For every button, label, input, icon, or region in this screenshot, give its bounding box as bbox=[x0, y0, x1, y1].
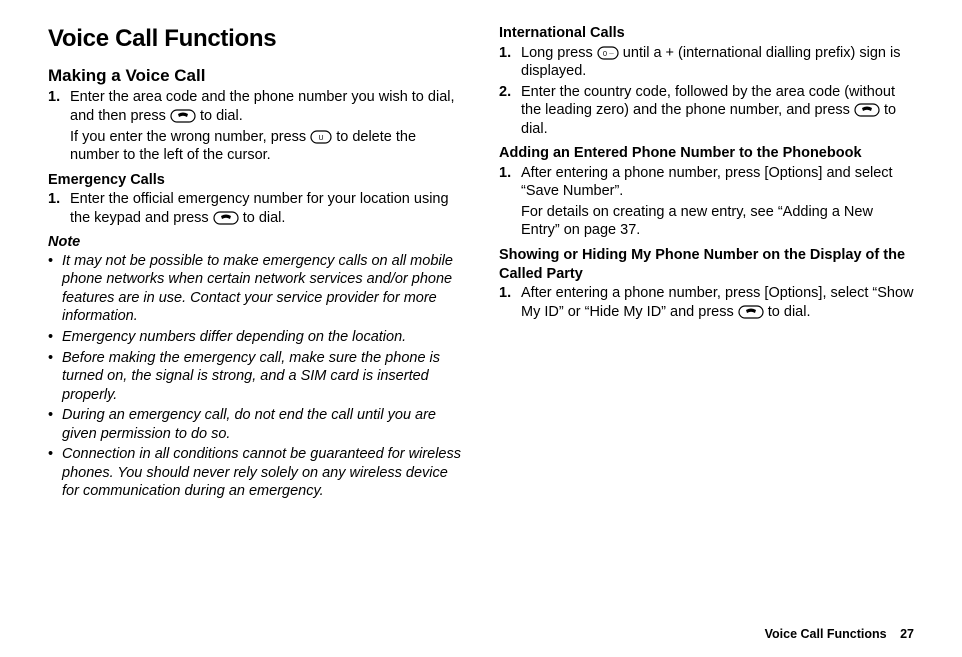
list-item: •It may not be possible to make emergenc… bbox=[48, 252, 463, 326]
note-label: Note bbox=[48, 233, 463, 252]
list-item: 1. Enter the area code and the phone num… bbox=[48, 88, 463, 164]
call-key-icon bbox=[738, 305, 764, 319]
text: to dial. bbox=[196, 108, 243, 124]
call-key-icon bbox=[213, 211, 239, 225]
text: Enter the country code, followed by the … bbox=[521, 84, 895, 119]
footer-page-number: 27 bbox=[900, 627, 914, 641]
show-hide-steps: 1. After entering a phone number, press … bbox=[499, 284, 914, 321]
list-item: 1. After entering a phone number, press … bbox=[499, 284, 914, 321]
text: After entering a phone number, press [Op… bbox=[521, 285, 914, 320]
making-call-steps: 1. Enter the area code and the phone num… bbox=[48, 88, 463, 164]
note-text: Connection in all conditions cannot be g… bbox=[62, 445, 463, 501]
text: Enter the area code and the phone number… bbox=[70, 89, 455, 124]
international-calls-heading: International Calls bbox=[499, 24, 914, 43]
bullet-icon: • bbox=[48, 328, 62, 347]
show-hide-heading: Showing or Hiding My Phone Number on the… bbox=[499, 246, 914, 283]
step-body: Enter the country code, followed by the … bbox=[521, 83, 914, 139]
call-key-icon bbox=[170, 109, 196, 123]
step-body: After entering a phone number, press [Op… bbox=[521, 164, 914, 240]
text: If you enter the wrong number, press bbox=[70, 129, 310, 145]
bullet-icon: • bbox=[48, 406, 62, 443]
international-steps: 1. Long press until a + (international d… bbox=[499, 44, 914, 139]
text: to dial. bbox=[764, 304, 811, 320]
step-subtext: If you enter the wrong number, press to … bbox=[70, 128, 463, 165]
footer-label: Voice Call Functions bbox=[765, 627, 887, 641]
page-footer: Voice Call Functions 27 bbox=[765, 627, 914, 641]
clear-key-icon bbox=[310, 130, 332, 144]
list-item: •Connection in all conditions cannot be … bbox=[48, 445, 463, 501]
text: to dial. bbox=[239, 210, 286, 226]
list-item: 1. Long press until a + (international d… bbox=[499, 44, 914, 81]
emergency-calls-heading: Emergency Calls bbox=[48, 171, 463, 190]
list-item: •Emergency numbers differ depending on t… bbox=[48, 328, 463, 347]
list-item: 2. Enter the country code, followed by t… bbox=[499, 83, 914, 139]
step-body: After entering a phone number, press [Op… bbox=[521, 284, 914, 321]
note-text: It may not be possible to make emergency… bbox=[62, 252, 463, 326]
call-key-icon bbox=[854, 103, 880, 117]
step-number: 1. bbox=[48, 190, 70, 227]
step-number: 1. bbox=[499, 44, 521, 81]
list-item: •Before making the emergency call, make … bbox=[48, 349, 463, 405]
list-item: •During an emergency call, do not end th… bbox=[48, 406, 463, 443]
step-number: 2. bbox=[499, 83, 521, 139]
note-text: Before making the emergency call, make s… bbox=[62, 349, 463, 405]
bullet-icon: • bbox=[48, 252, 62, 326]
page-title: Voice Call Functions bbox=[48, 24, 463, 55]
zero-key-icon bbox=[597, 46, 619, 60]
list-item: 1. Enter the official emergency number f… bbox=[48, 190, 463, 227]
bullet-icon: • bbox=[48, 349, 62, 405]
step-number: 1. bbox=[499, 284, 521, 321]
left-column: Voice Call Functions Making a Voice Call… bbox=[48, 24, 463, 503]
making-voice-call-heading: Making a Voice Call bbox=[48, 65, 463, 87]
step-body: Enter the area code and the phone number… bbox=[70, 88, 463, 164]
step-body: Long press until a + (international dial… bbox=[521, 44, 914, 81]
step-number: 1. bbox=[499, 164, 521, 240]
step-body: Enter the official emergency number for … bbox=[70, 190, 463, 227]
bullet-icon: • bbox=[48, 445, 62, 501]
step-subtext: For details on creating a new entry, see… bbox=[521, 203, 914, 240]
step-number: 1. bbox=[48, 88, 70, 164]
note-list: •It may not be possible to make emergenc… bbox=[48, 252, 463, 501]
note-text: Emergency numbers differ depending on th… bbox=[62, 328, 463, 347]
adding-phonebook-heading: Adding an Entered Phone Number to the Ph… bbox=[499, 144, 914, 163]
right-column: International Calls 1. Long press until … bbox=[499, 24, 914, 503]
note-text: During an emergency call, do not end the… bbox=[62, 406, 463, 443]
content-columns: Voice Call Functions Making a Voice Call… bbox=[48, 24, 914, 503]
add-phonebook-steps: 1. After entering a phone number, press … bbox=[499, 164, 914, 240]
text: Long press bbox=[521, 45, 597, 61]
list-item: 1. After entering a phone number, press … bbox=[499, 164, 914, 240]
text: After entering a phone number, press [Op… bbox=[521, 165, 893, 200]
emergency-steps: 1. Enter the official emergency number f… bbox=[48, 190, 463, 227]
